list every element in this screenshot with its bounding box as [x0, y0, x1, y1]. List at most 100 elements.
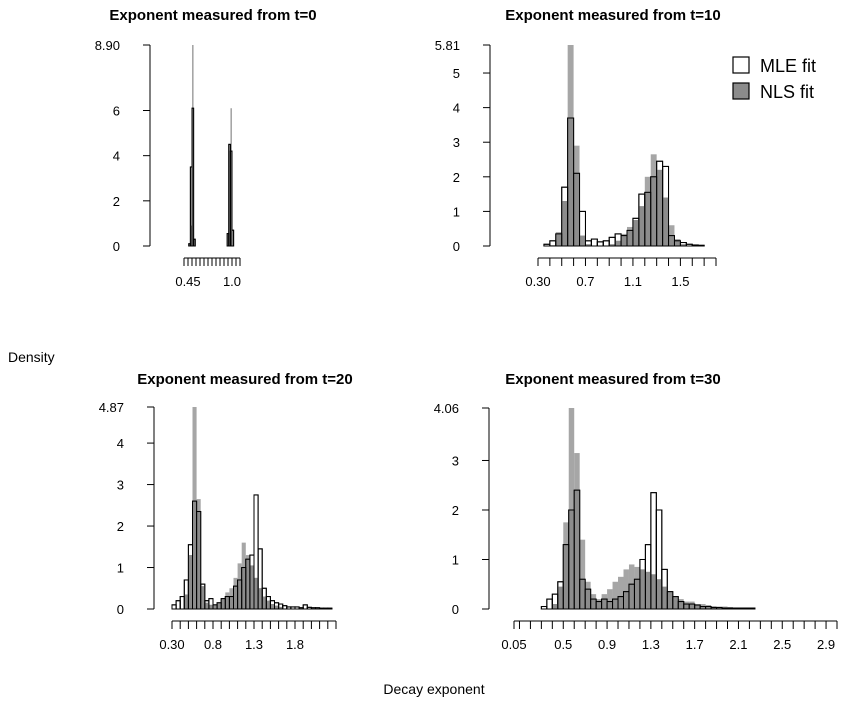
overlap-bar [585, 589, 591, 609]
overlap-bar [249, 565, 254, 609]
overlap-bar [270, 604, 275, 609]
overlap-bar [557, 586, 564, 609]
overlap-bar [192, 501, 197, 609]
legend: MLE fit NLS fit [732, 56, 816, 102]
mle-bar [549, 240, 557, 247]
x-tick-label: 1.0 [223, 274, 241, 289]
nls-bar [612, 581, 619, 609]
mle-outline [579, 210, 586, 247]
overlap-bar [254, 577, 259, 609]
x-tick-label: 0.45 [175, 274, 200, 289]
panel-title: Exponent measured from t=10 [505, 7, 720, 24]
overlap-bar [601, 599, 608, 609]
mle-outline [721, 607, 729, 610]
overlap-bar [612, 599, 619, 609]
overlap-bar [579, 235, 586, 246]
overlap-bar [650, 574, 657, 609]
panel-t30: Exponent measured from t=30 0 1 2 3 4.06 0.05 0… [434, 371, 838, 652]
overlap-bar [656, 579, 662, 609]
mle-outline [229, 150, 233, 247]
overlap-bar [585, 244, 592, 246]
y-tick-label: 4 [113, 149, 120, 164]
mle-outline [661, 568, 668, 610]
overlap-bar [192, 108, 194, 246]
overlap-bar [233, 586, 238, 609]
y-tick-label: 4 [453, 101, 460, 116]
mle-outline [573, 489, 581, 610]
overlap-bar [208, 604, 213, 609]
mle-bar [602, 240, 610, 247]
overlap-bar [262, 596, 267, 609]
overlap-bar [644, 192, 651, 246]
x-tick-label: 1.3 [642, 637, 660, 652]
y-tick-label: 4 [117, 436, 124, 451]
overlap-bar [229, 596, 234, 609]
y-tick-label: 0 [117, 602, 124, 617]
x-tick-label: 1.8 [286, 637, 304, 652]
y-tick-label: 0 [113, 239, 120, 254]
overlap-bar [196, 511, 201, 609]
overlap-bar [552, 604, 558, 609]
overlap-bar [667, 591, 673, 609]
overlap-bar [574, 490, 580, 609]
x-tick-label: 0.8 [204, 637, 222, 652]
y-tick-label: 3 [452, 453, 459, 468]
overlap-bar [274, 605, 279, 609]
overlap-bar [700, 606, 706, 609]
overlap-bar [200, 586, 205, 609]
overlap-bar [573, 173, 580, 246]
x-tick-label: 2.9 [817, 637, 835, 652]
overlap-bar [184, 594, 189, 609]
panel-title: Exponent measured from t=0 [109, 7, 316, 24]
mle-outline [191, 107, 195, 247]
mle-outline [327, 607, 333, 610]
x-tick-label: 1.3 [245, 637, 263, 652]
mle-outline [697, 244, 705, 247]
mle-outline [257, 548, 263, 610]
x-tick-label: 0.5 [554, 637, 572, 652]
overlap-bar [628, 584, 635, 609]
panel-t0: Exponent measured from t=0 0 2 4 6 8.90 0.45 1.… [95, 7, 317, 289]
y-tick-label: 3 [117, 478, 124, 493]
panel-title: Exponent measured from t=30 [505, 371, 720, 388]
mle-outline [662, 165, 670, 247]
mle-bar [302, 604, 308, 610]
overlap-bar [590, 599, 597, 609]
overlap-bar [266, 600, 271, 609]
overlap-bar [217, 602, 222, 609]
y-tick-label: 4.87 [99, 400, 124, 415]
overlap-bar [188, 555, 193, 609]
x-tick-label: 0.05 [501, 637, 526, 652]
overlap-bar [645, 571, 651, 609]
panel-t10: Exponent measured from t=10 0 1 2 3 4 5 5.81 0.3… [435, 7, 721, 289]
y-tick-label: 2 [452, 503, 459, 518]
y-tick-label: 8.90 [95, 38, 120, 53]
mle-outline [200, 583, 206, 610]
overlap-bar [228, 166, 231, 246]
overlap-bar [711, 607, 717, 609]
overlap-bar [607, 601, 613, 609]
y-tick-label: 4.06 [434, 401, 459, 416]
overlap-bar [563, 544, 569, 609]
mle-bar [546, 598, 553, 610]
mle-outline [323, 607, 329, 610]
nls-bar [607, 589, 613, 609]
overlap-bar [634, 579, 640, 609]
overlap-bar [639, 569, 646, 609]
y-tick-label: 5 [453, 66, 460, 81]
mle-bar [175, 600, 181, 610]
panel-t20: Exponent measured from t=20 0 1 2 3 4 4.87 0.30… [99, 371, 353, 652]
y-tick-label: 3 [453, 135, 460, 150]
x-tick-label: 2.1 [729, 637, 747, 652]
mle-outline [319, 607, 325, 610]
mle-bar [590, 238, 598, 247]
overlap-bar [221, 598, 226, 609]
mle-outline [196, 511, 202, 610]
x-tick-label: 0.7 [576, 274, 594, 289]
overlap-bar [596, 601, 602, 609]
x-tick-label: 0.30 [159, 637, 184, 652]
overlap-bar [237, 579, 242, 609]
overlap-bar [278, 606, 283, 609]
x-tick-label: 0.30 [525, 274, 550, 289]
